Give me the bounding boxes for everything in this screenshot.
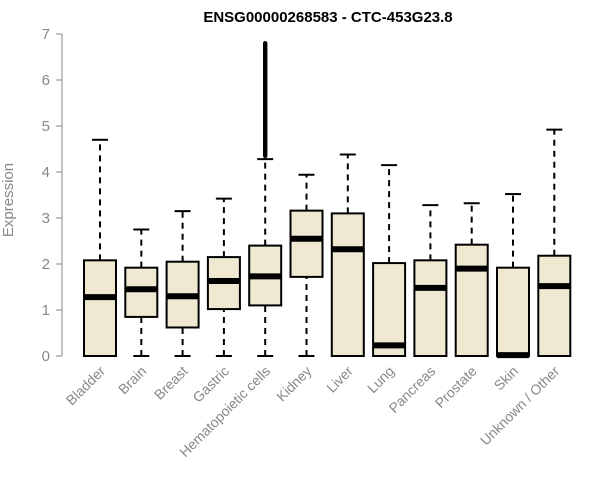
y-tick-label: 1 [42,302,50,319]
box-liver [330,153,365,357]
y-tick-label: 7 [42,26,50,43]
iqr-box [413,259,448,358]
iqr-box [454,243,489,357]
box-unknown-other [537,128,572,357]
box-lung [372,164,407,357]
box-brain [124,228,159,357]
x-tick-label: Liver [323,363,356,396]
y-tick-label: 0 [42,348,50,365]
x-tick-label: Bladder [63,363,109,409]
y-tick-label: 5 [42,118,50,135]
box-pancreas [413,204,448,358]
chart-title: ENSG00000268583 - CTC-453G23.8 [203,9,452,26]
outliers-group [263,41,268,159]
iqr-box [83,259,117,358]
iqr-box [289,209,324,278]
y-tick-label: 3 [42,210,50,227]
iqr-box [372,262,407,357]
outlier-point [263,41,268,46]
x-tick-label: Breast [151,363,191,403]
box-prostate [454,202,489,357]
iqr-box [496,266,530,357]
y-tick-label: 6 [42,72,50,89]
y-axis-label: Expression [0,163,17,237]
box-skin [496,193,530,359]
y-axis: 0 1 2 3 4 5 6 7 [42,26,63,365]
x-tick-label: Kidney [273,363,315,405]
box-hematopoietic-cells [248,158,283,357]
boxes-group [83,128,572,359]
box-bladder [83,138,117,358]
box-kidney [289,173,324,357]
iqr-box [330,212,365,357]
box-breast [165,210,200,357]
iqr-box [537,254,572,357]
x-tick-label: Prostate [432,363,480,411]
x-tick-label: Lung [364,363,397,396]
y-tick-label: 4 [42,164,50,181]
box-gastric [206,197,241,357]
x-tick-label: Skin [491,363,522,394]
y-tick-label: 2 [42,256,50,273]
x-tick-label: Brain [115,363,149,397]
